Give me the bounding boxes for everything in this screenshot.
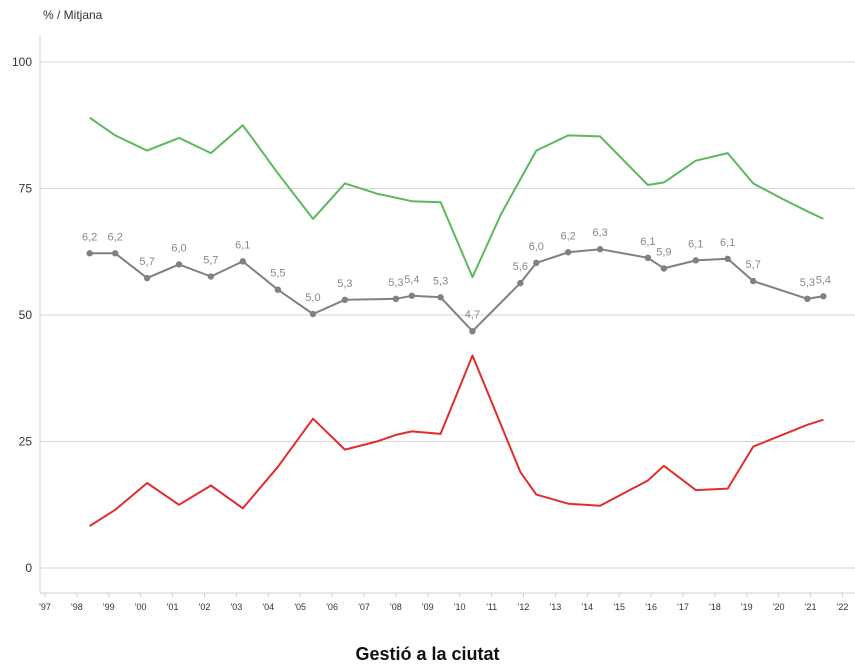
y-tick-label: 50 — [19, 308, 33, 322]
x-tick-label: '12 — [518, 602, 530, 612]
x-tick-label: '00 — [135, 602, 147, 612]
data-point — [175, 261, 183, 268]
data-label: 6,2 — [82, 231, 97, 243]
y-axis: 0 25 50 75 100 — [12, 36, 41, 593]
series-line-green — [89, 116, 824, 279]
y-tick-label: 100 — [12, 55, 32, 69]
data-point — [596, 246, 604, 253]
data-point — [660, 265, 668, 272]
x-tick-label: '22 — [837, 602, 849, 612]
data-label: 5,7 — [139, 256, 154, 268]
x-tick-label: '97 — [39, 602, 51, 612]
data-label: 5,3 — [433, 275, 448, 287]
x-tick-label: '98 — [71, 602, 83, 612]
data-point — [820, 293, 827, 300]
x-tick-label: '11 — [486, 602, 497, 612]
data-point — [274, 286, 282, 293]
data-point — [517, 279, 524, 287]
series-lines — [86, 116, 827, 527]
x-tick-label: '19 — [741, 602, 753, 612]
data-point — [341, 296, 349, 304]
data-label: 6,1 — [720, 237, 735, 249]
data-point — [86, 250, 93, 257]
gridlines — [40, 61, 855, 569]
y-axis-unit-label: % / Mitjana — [43, 8, 103, 22]
y-tick-label: 25 — [19, 435, 33, 449]
data-point — [469, 327, 476, 335]
data-label: 5,9 — [656, 246, 671, 258]
data-label: 5,4 — [816, 274, 831, 286]
data-label: 6,0 — [171, 242, 186, 254]
data-point — [724, 255, 731, 263]
data-label: 6,1 — [640, 236, 655, 248]
data-point — [111, 250, 119, 257]
x-tick-label: '21 — [805, 602, 817, 612]
x-tick-label: '07 — [358, 602, 370, 612]
data-label: 5,3 — [388, 277, 403, 289]
data-label: 5,3 — [800, 277, 815, 289]
y-tick-label: 75 — [19, 182, 33, 196]
data-label: 6,1 — [235, 239, 250, 251]
data-point — [309, 310, 317, 318]
data-label: 5,3 — [337, 278, 352, 290]
data-point — [644, 254, 652, 262]
data-label: 4,7 — [465, 309, 480, 321]
x-tick-label: '02 — [199, 602, 211, 612]
chart-title: Gestió a la ciutat — [355, 644, 500, 664]
data-labels: 6,2 6,25,76,05,76,15,55,05,3 5,3 5,4 5,34,75… — [82, 227, 831, 321]
data-label: 5,7 — [203, 255, 218, 267]
data-label: 6,2 — [561, 230, 576, 242]
x-tick-label: '99 — [103, 602, 115, 612]
x-tick-label: '04 — [262, 602, 274, 612]
series-line-grey — [89, 248, 824, 333]
x-tick-label: '03 — [231, 602, 243, 612]
x-tick-label: '15 — [613, 602, 625, 612]
x-tick-label: '18 — [709, 602, 721, 612]
data-point — [692, 257, 699, 264]
data-point — [239, 258, 246, 265]
x-axis: '97 '98 '99 '00 '01 '02 '03 '04 '05 '06 '07 '08 '09 '… — [39, 592, 855, 612]
y-tick-label: 0 — [25, 561, 32, 575]
data-point — [408, 292, 416, 299]
data-point — [437, 294, 444, 301]
data-label: 6,0 — [529, 241, 544, 253]
data-point — [533, 259, 540, 267]
data-label: 5,0 — [305, 292, 320, 304]
data-label: 5,4 — [404, 274, 419, 286]
x-tick-label: '09 — [422, 602, 434, 612]
x-tick-label: '01 — [167, 602, 179, 612]
x-tick-label: '10 — [454, 602, 466, 612]
x-tick-label: '06 — [326, 602, 338, 612]
data-point — [392, 295, 400, 303]
data-point — [749, 277, 757, 285]
series-line-red — [89, 354, 824, 527]
x-tick-label: '20 — [773, 602, 785, 612]
data-point — [804, 295, 811, 303]
data-label: 5,5 — [270, 268, 285, 280]
x-tick-label: '16 — [645, 602, 657, 612]
data-point — [143, 274, 151, 282]
data-label: 6,2 — [108, 231, 123, 243]
x-tick-label: '14 — [581, 602, 593, 612]
x-tick-label: '08 — [390, 602, 402, 612]
x-tick-label: '17 — [677, 602, 689, 612]
data-label: 5,7 — [746, 259, 761, 271]
data-point — [207, 273, 215, 280]
x-tick-label: '05 — [294, 602, 306, 612]
data-point — [564, 249, 572, 256]
data-label: 6,3 — [592, 227, 607, 239]
data-label: 6,1 — [688, 238, 703, 250]
x-tick-label: '13 — [550, 602, 562, 612]
data-label: 5,6 — [513, 261, 528, 273]
